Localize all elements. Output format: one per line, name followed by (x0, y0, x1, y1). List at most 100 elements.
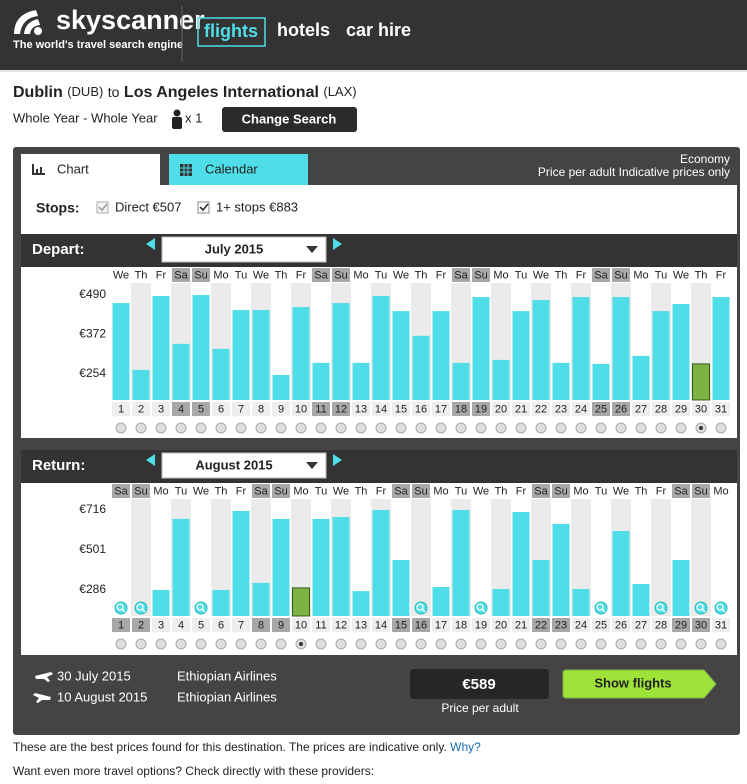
day-radio[interactable] (275, 638, 287, 650)
day-radio[interactable] (655, 422, 667, 434)
bar[interactable] (632, 355, 650, 400)
day-radio[interactable] (675, 422, 687, 434)
day-radio[interactable] (595, 638, 607, 650)
day-radio[interactable] (315, 422, 327, 434)
bar[interactable] (252, 582, 270, 616)
tab-calendar-label[interactable]: Calendar (205, 161, 258, 176)
bar[interactable] (672, 304, 690, 400)
bar[interactable] (532, 300, 550, 400)
bar[interactable] (672, 560, 690, 616)
bar[interactable] (212, 348, 230, 400)
nav-hotels[interactable]: hotels (277, 20, 330, 40)
show-flights-label[interactable]: Show flights (594, 675, 671, 690)
bar[interactable] (352, 591, 370, 616)
bar[interactable] (432, 311, 450, 400)
day-radio[interactable] (175, 422, 187, 434)
day-radio[interactable] (515, 638, 527, 650)
day-radio[interactable] (175, 638, 187, 650)
bar[interactable] (232, 310, 250, 400)
day-radio[interactable] (255, 422, 267, 434)
day-radio[interactable] (635, 422, 647, 434)
day-radio[interactable] (475, 422, 487, 434)
day-radio[interactable] (195, 638, 207, 650)
bar[interactable] (152, 296, 170, 400)
day-radio[interactable] (155, 422, 167, 434)
bar[interactable] (212, 589, 230, 616)
day-radio[interactable] (495, 638, 507, 650)
bar[interactable] (172, 343, 190, 400)
bar[interactable] (232, 510, 250, 616)
bar[interactable] (712, 297, 730, 400)
show-flights-button[interactable] (562, 669, 717, 699)
day-radio[interactable] (375, 422, 387, 434)
day-radio[interactable] (575, 638, 587, 650)
bar[interactable] (412, 335, 430, 400)
bar[interactable] (312, 518, 330, 616)
day-radio[interactable] (375, 638, 387, 650)
nav-flights[interactable]: flights (204, 21, 258, 41)
day-radio[interactable] (195, 422, 207, 434)
bar[interactable] (492, 589, 510, 616)
day-radio[interactable] (115, 638, 127, 650)
day-radio[interactable] (415, 638, 427, 650)
bar[interactable] (572, 589, 590, 616)
day-radio[interactable] (535, 422, 547, 434)
prev-arrow[interactable] (146, 454, 155, 466)
day-radio[interactable] (495, 422, 507, 434)
day-radio[interactable] (335, 422, 347, 434)
bar[interactable] (152, 589, 170, 616)
change-search-label[interactable]: Change Search (242, 111, 337, 126)
bar[interactable] (272, 374, 290, 400)
change-search-button[interactable] (222, 107, 357, 132)
day-radio[interactable] (295, 422, 307, 434)
day-radio[interactable] (535, 638, 547, 650)
bar[interactable] (552, 523, 570, 616)
checkbox-stops[interactable] (197, 201, 210, 214)
bar[interactable] (392, 311, 410, 400)
bar[interactable] (612, 297, 630, 400)
day-radio[interactable] (435, 422, 447, 434)
day-radio[interactable] (455, 422, 467, 434)
bar[interactable] (512, 311, 530, 400)
bar[interactable] (352, 362, 370, 400)
depart-month[interactable]: July 2015 (205, 241, 264, 256)
day-radio[interactable] (115, 422, 127, 434)
bar[interactable] (632, 584, 650, 616)
tab-chart[interactable] (21, 154, 160, 186)
next-arrow[interactable] (333, 454, 342, 466)
day-radio[interactable] (395, 638, 407, 650)
day-radio[interactable] (675, 638, 687, 650)
day-radio[interactable] (715, 422, 727, 434)
why-link[interactable]: Why? (450, 740, 481, 754)
day-radio[interactable] (655, 638, 667, 650)
day-radio[interactable] (235, 422, 247, 434)
month-select[interactable] (161, 452, 327, 479)
day-radio[interactable] (515, 422, 527, 434)
bar[interactable] (332, 303, 350, 400)
day-radio[interactable] (135, 638, 147, 650)
bar[interactable] (592, 363, 610, 400)
day-radio[interactable] (415, 422, 427, 434)
checkbox-direct[interactable] (96, 201, 109, 214)
day-radio[interactable] (615, 638, 627, 650)
bar[interactable] (272, 518, 290, 616)
day-radio[interactable] (635, 638, 647, 650)
day-radio[interactable] (355, 422, 367, 434)
return-month[interactable]: August 2015 (195, 457, 272, 472)
bar[interactable] (332, 517, 350, 616)
day-radio[interactable] (435, 638, 447, 650)
day-radio[interactable] (595, 422, 607, 434)
day-radio[interactable] (335, 638, 347, 650)
bar[interactable] (452, 509, 470, 616)
bar[interactable] (372, 509, 390, 616)
day-radio[interactable] (555, 638, 567, 650)
bar[interactable] (192, 295, 210, 400)
bar[interactable] (552, 362, 570, 400)
day-radio[interactable] (355, 638, 367, 650)
tab-calendar[interactable] (169, 154, 308, 185)
bar[interactable] (252, 310, 270, 400)
bar[interactable] (512, 512, 530, 616)
month-select[interactable] (161, 236, 327, 263)
day-radio[interactable] (615, 422, 627, 434)
bar[interactable] (472, 297, 490, 400)
